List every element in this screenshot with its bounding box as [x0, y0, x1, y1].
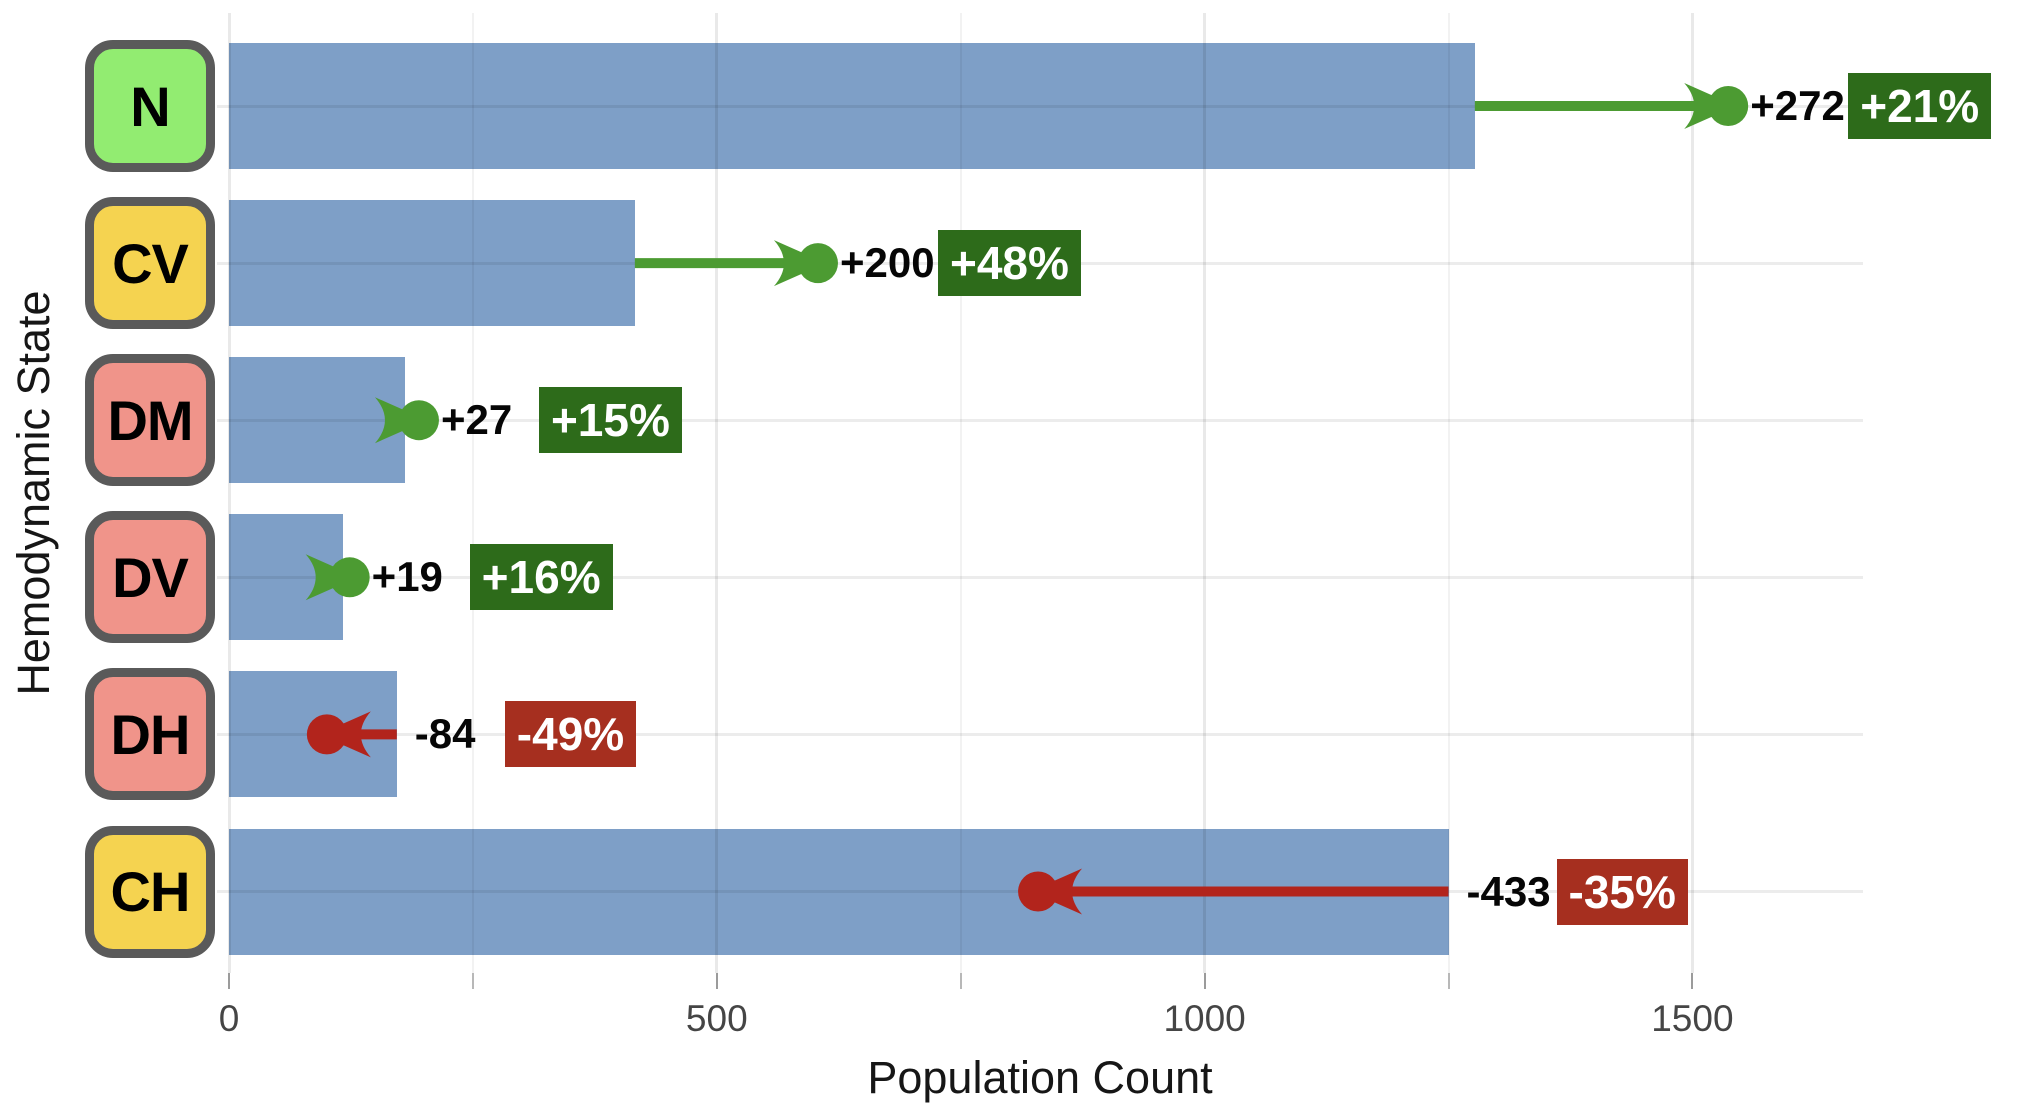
percent-change-badge: -35%: [1556, 858, 1688, 925]
change-value-label: +27: [440, 396, 513, 444]
category-box-DV: DV: [85, 511, 215, 644]
x-tick-label: 0: [218, 998, 240, 1039]
change-value-label: +272: [1750, 82, 1845, 129]
y-major-gridline: [217, 890, 1863, 893]
percent-change-badge: +48%: [937, 230, 1081, 297]
y-major-gridline: [217, 732, 1863, 736]
x-axis-tick: [1691, 973, 1694, 989]
category-box-CH: CH: [85, 825, 215, 958]
category-label: DV: [112, 545, 189, 609]
percent-change-badge: +21%: [1848, 73, 1992, 139]
category-label: DM: [107, 388, 193, 452]
change-arrow-DM: [374, 397, 439, 444]
population-bar-N: [229, 43, 1475, 169]
category-label: CH: [110, 860, 191, 923]
x-minor-gridline: [471, 13, 474, 973]
x-major-gridline: [715, 13, 719, 973]
x-axis-tick: [715, 973, 718, 989]
population-bar-DV: [229, 514, 344, 641]
x-axis-tick: [1447, 973, 1450, 989]
change-arrow-DH: [306, 711, 397, 758]
y-major-gridline: [217, 261, 1863, 265]
change-arrow-CH: [1018, 868, 1449, 915]
percent-change-badge: -49%: [504, 701, 637, 768]
x-minor-gridline: [1447, 13, 1450, 973]
population-bar-DH: [229, 671, 397, 798]
change-arrow-N: [1474, 83, 1749, 129]
x-tick-label: 1000: [1163, 998, 1246, 1039]
y-major-gridline: [217, 104, 1863, 108]
x-major-gridline: [1203, 13, 1207, 973]
x-minor-gridline: [959, 13, 962, 973]
change-value-label: +19: [371, 553, 443, 601]
y-major-gridline: [217, 418, 1863, 422]
population-bar-CV: [229, 200, 635, 327]
change-value-label: +200: [839, 239, 935, 287]
category-box-DM: DM: [85, 354, 215, 487]
change-value-label: -433: [1466, 867, 1551, 915]
change-arrow-DV: [305, 554, 370, 601]
population-bar-DM: [229, 357, 405, 484]
category-box-DH: DH: [85, 668, 215, 801]
category-label: CV: [112, 231, 189, 295]
x-major-gridline: [227, 13, 231, 973]
x-axis-title: Population Count: [867, 1052, 1213, 1103]
category-label: DH: [110, 702, 191, 766]
category-box-CV: CV: [85, 197, 215, 330]
x-major-gridline: [1690, 13, 1694, 973]
percent-change-badge: +15%: [538, 387, 682, 454]
population-bar-CH: [229, 828, 1449, 955]
percent-change-badge: +16%: [469, 544, 613, 611]
category-box-N: N: [85, 40, 215, 172]
category-label: N: [130, 74, 170, 138]
x-axis-tick: [471, 973, 474, 989]
change-value-label: -84: [414, 710, 476, 758]
x-tick-label: 1500: [1651, 998, 1734, 1039]
x-axis-tick: [959, 973, 962, 989]
y-major-gridline: [217, 575, 1863, 579]
x-tick-label: 500: [685, 998, 748, 1039]
change-arrow-CV: [634, 240, 838, 287]
y-axis-title: Hemodynamic State: [8, 290, 59, 696]
x-axis-tick: [1203, 973, 1206, 989]
x-axis-tick: [228, 973, 230, 989]
